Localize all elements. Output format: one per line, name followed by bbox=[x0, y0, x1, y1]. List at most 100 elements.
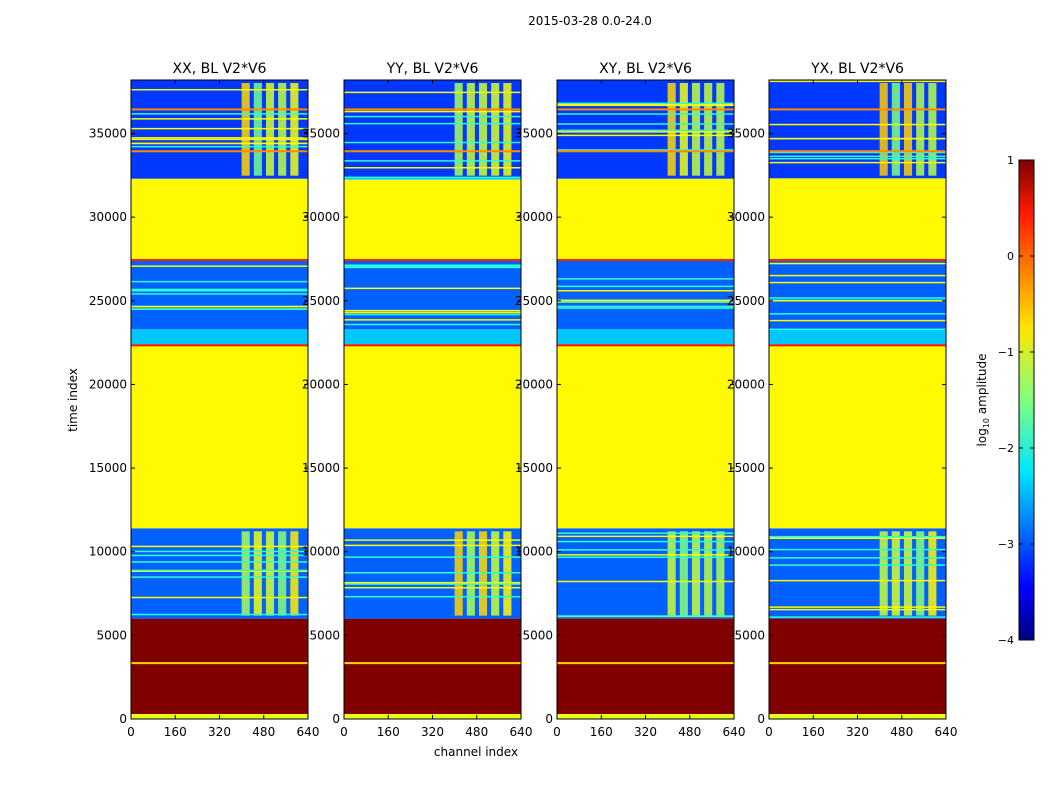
flag-line bbox=[344, 539, 521, 541]
flag-line bbox=[131, 108, 308, 111]
y-tick-label: 35000 bbox=[89, 127, 127, 141]
panel-3: YX, BL V2*V6 0 160 320 480 640 0 5000 10000 15000… bbox=[727, 61, 958, 739]
y-tick-label: 20000 bbox=[727, 377, 765, 391]
time-band bbox=[344, 618, 521, 714]
figure-suptitle: 2015-03-28 0.0-24.0 bbox=[528, 14, 652, 28]
flag-line bbox=[131, 258, 308, 261]
panel-title: YY, BL V2*V6 bbox=[386, 61, 479, 77]
flag-line bbox=[769, 262, 946, 265]
flag-line bbox=[131, 561, 308, 563]
flag-line bbox=[769, 161, 946, 164]
x-tick-label: 160 bbox=[590, 725, 613, 739]
flag-line bbox=[344, 141, 521, 144]
flag-line bbox=[769, 157, 946, 160]
channel-stripe bbox=[503, 83, 512, 176]
flag-line bbox=[557, 258, 734, 261]
flag-line bbox=[131, 88, 308, 91]
flag-line bbox=[344, 176, 521, 179]
time-band bbox=[344, 258, 521, 330]
channel-stripe bbox=[265, 531, 275, 616]
x-tick-label: 160 bbox=[164, 725, 187, 739]
panel-title: YX, BL V2*V6 bbox=[810, 61, 904, 77]
y-tick-label: 25000 bbox=[515, 294, 553, 308]
flag-line bbox=[131, 570, 308, 573]
channel-stripe bbox=[679, 531, 688, 616]
flag-line bbox=[769, 579, 946, 582]
flag-line bbox=[344, 311, 521, 314]
channel-stripe bbox=[691, 83, 701, 176]
flag-line bbox=[131, 290, 308, 292]
flag-line bbox=[131, 344, 308, 347]
x-tick-label: 640 bbox=[297, 725, 320, 739]
flag-line bbox=[344, 122, 521, 125]
y-tick-label: 15000 bbox=[302, 461, 340, 475]
flag-line bbox=[344, 160, 521, 162]
flag-line bbox=[131, 569, 308, 572]
flag-line bbox=[557, 662, 734, 665]
flag-line bbox=[344, 309, 521, 312]
flag-line bbox=[344, 572, 521, 574]
flag-line bbox=[131, 613, 308, 616]
x-tick-label: 640 bbox=[723, 725, 746, 739]
flag-line bbox=[344, 115, 521, 118]
flag-line bbox=[344, 581, 521, 584]
flag-line bbox=[557, 300, 734, 303]
flag-line bbox=[557, 108, 734, 111]
colorbar-label: log10 amplitude bbox=[975, 354, 991, 447]
flag-line bbox=[769, 297, 946, 299]
flag-line bbox=[131, 293, 308, 295]
time-band bbox=[769, 618, 946, 714]
channel-stripe bbox=[466, 83, 475, 176]
flag-line bbox=[769, 313, 946, 315]
x-tick-label: 320 bbox=[208, 725, 231, 739]
time-band bbox=[131, 618, 308, 714]
flag-line bbox=[131, 288, 308, 291]
panel-title: XX, BL V2*V6 bbox=[173, 61, 267, 77]
channel-stripe bbox=[716, 531, 725, 616]
flag-line bbox=[557, 615, 734, 617]
x-tick-label: 0 bbox=[765, 725, 773, 739]
time-band bbox=[131, 344, 308, 529]
y-tick-label: 0 bbox=[119, 712, 127, 726]
flag-line bbox=[769, 137, 946, 140]
channel-stripe bbox=[454, 83, 463, 176]
flag-line bbox=[769, 151, 946, 154]
time-band bbox=[344, 329, 521, 345]
flag-line bbox=[557, 278, 734, 280]
heatmap-panels: XX, BL V2*V6 0 160 320 480 640 0 5000 10000 15000… bbox=[89, 61, 958, 739]
y-tick-label: 35000 bbox=[515, 127, 553, 141]
flag-line bbox=[557, 131, 734, 133]
flag-line bbox=[131, 308, 308, 311]
flag-line bbox=[557, 102, 734, 105]
flag-line bbox=[557, 149, 734, 151]
y-tick-label: 30000 bbox=[302, 210, 340, 224]
panel-1: YY, BL V2*V6 0 160 320 480 640 0 5000 10000 15000… bbox=[302, 61, 533, 739]
colorbar-tick-label: −3 bbox=[998, 538, 1014, 551]
x-axis-label: channel index bbox=[434, 745, 518, 759]
channel-stripe bbox=[478, 83, 488, 176]
channel-stripe bbox=[928, 531, 937, 616]
time-band bbox=[769, 344, 946, 529]
y-tick-label: 30000 bbox=[727, 210, 765, 224]
colorbar-tick-label: −4 bbox=[998, 634, 1014, 647]
flag-line bbox=[344, 319, 521, 321]
panel-title: XY, BL V2*V6 bbox=[599, 61, 692, 77]
channel-stripe bbox=[879, 83, 888, 176]
x-tick-label: 0 bbox=[340, 725, 348, 739]
y-tick-label: 10000 bbox=[515, 545, 553, 559]
colorbar-tick-label: 1 bbox=[1007, 154, 1014, 167]
flag-line bbox=[131, 142, 308, 145]
y-axis-label: time index bbox=[66, 368, 80, 432]
y-tick-label: 25000 bbox=[302, 294, 340, 308]
time-band bbox=[557, 618, 734, 714]
y-tick-label: 35000 bbox=[302, 127, 340, 141]
y-tick-label: 20000 bbox=[302, 377, 340, 391]
flag-line bbox=[557, 556, 734, 558]
flag-line bbox=[557, 123, 734, 125]
flag-line bbox=[131, 550, 308, 553]
flag-line bbox=[344, 264, 521, 266]
flag-line bbox=[557, 134, 734, 137]
flag-line bbox=[131, 596, 308, 599]
flag-line bbox=[557, 150, 734, 153]
